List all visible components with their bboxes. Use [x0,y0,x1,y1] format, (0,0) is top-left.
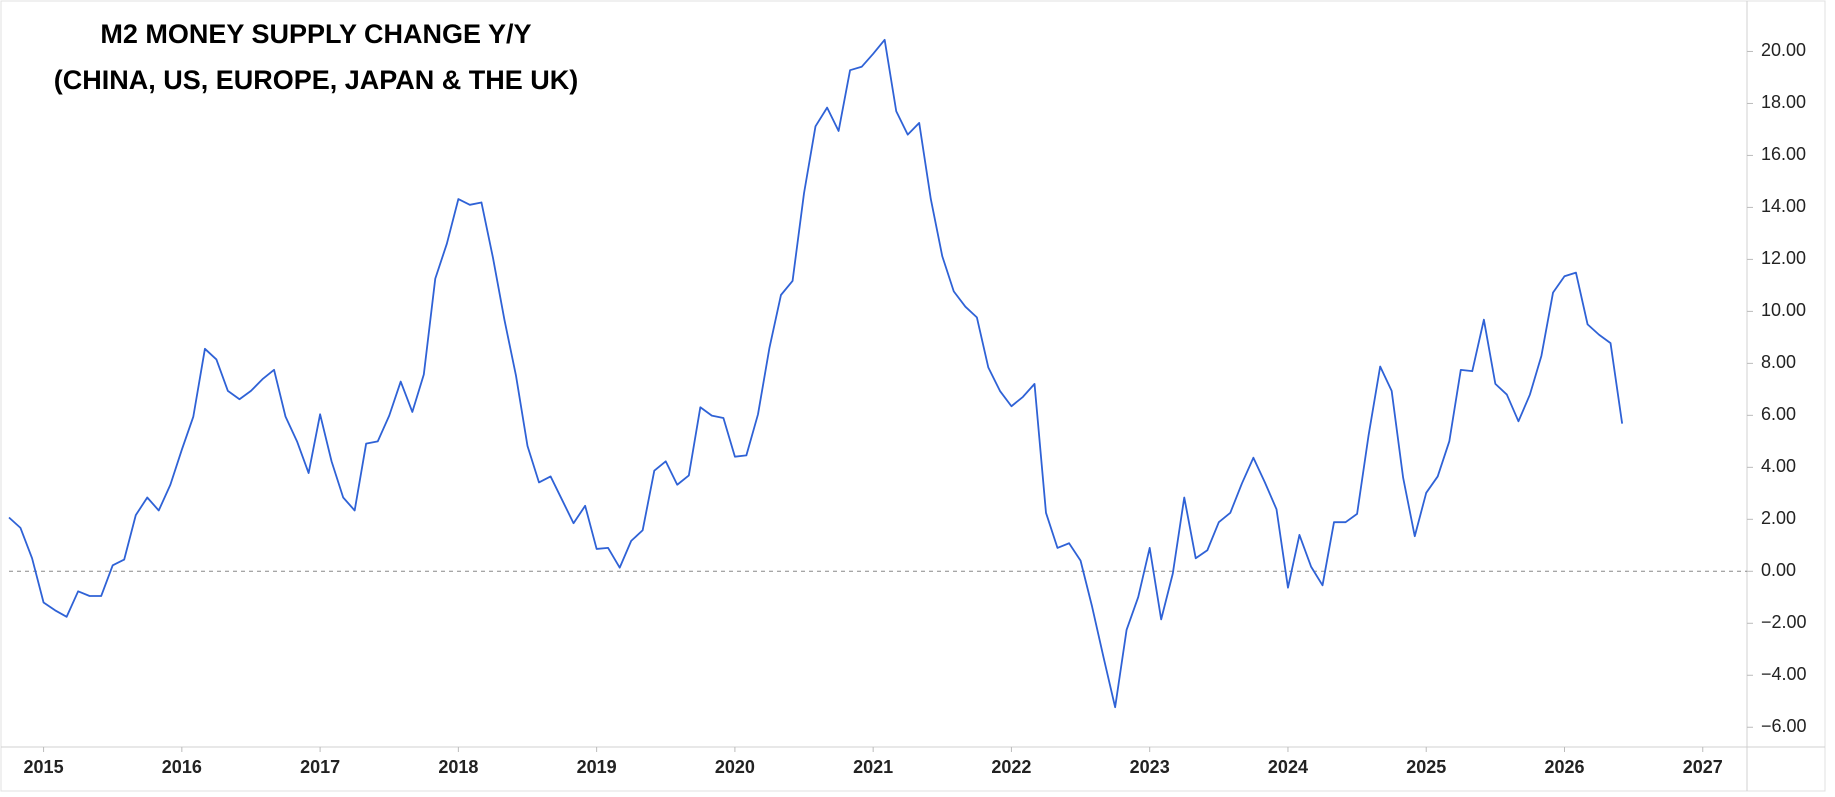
x-tick-label: 2016 [162,757,202,777]
y-tick-label: −2.00 [1761,612,1807,632]
x-tick-label: 2020 [715,757,755,777]
x-tick-label: 2025 [1406,757,1446,777]
y-tick-label: 18.00 [1761,92,1806,112]
y-tick-label: 14.00 [1761,196,1806,216]
y-tick-label: 8.00 [1761,352,1796,372]
chart-title: (CHINA, US, EUROPE, JAPAN & THE UK) [54,65,579,95]
y-tick-label: 4.00 [1761,456,1796,476]
x-tick-label: 2024 [1268,757,1308,777]
x-tick-label: 2027 [1683,757,1723,777]
y-tick-label: −6.00 [1761,716,1807,736]
chart-title: M2 MONEY SUPPLY CHANGE Y/Y [100,19,531,49]
x-tick-label: 2021 [853,757,893,777]
y-tick-label: 0.00 [1761,560,1796,580]
data-line [8,38,1624,709]
x-tick-label: 2018 [438,757,478,777]
y-tick-label: 10.00 [1761,300,1806,320]
x-tick-label: 2026 [1544,757,1584,777]
y-tick-label: −4.00 [1761,664,1807,684]
x-tick-label: 2023 [1130,757,1170,777]
y-tick-label: 12.00 [1761,248,1806,268]
y-tick-label: 16.00 [1761,144,1806,164]
y-tick-label: 20.00 [1761,40,1806,60]
y-tick-label: 2.00 [1761,508,1796,528]
x-tick-label: 2019 [577,757,617,777]
x-tick-label: 2017 [300,757,340,777]
x-tick-label: 2022 [991,757,1031,777]
y-tick-label: 6.00 [1761,404,1796,424]
x-tick-label: 2015 [24,757,64,777]
